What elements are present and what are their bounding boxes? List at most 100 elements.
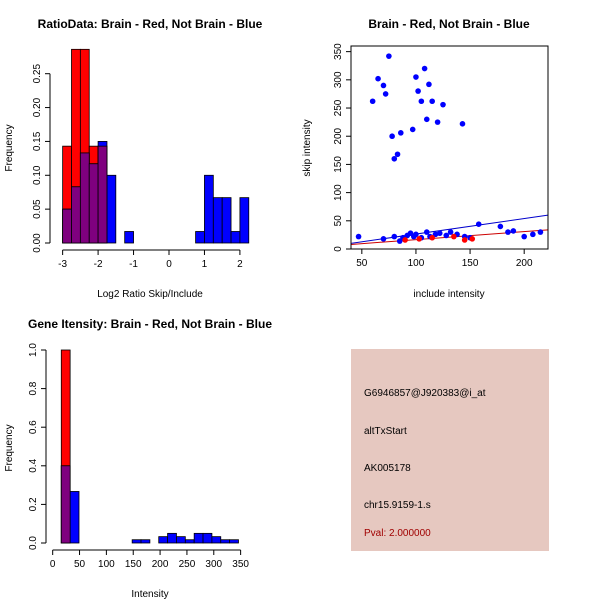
not-brain-point (497, 223, 504, 230)
not-brain-point (355, 233, 362, 240)
not-brain-point (443, 232, 450, 239)
scatter-y-tick-label: 50 (333, 215, 344, 227)
probe-id-text: G6946857@J920383@i_at (364, 388, 486, 399)
intensity-histogram-chart: Gene Itensity: Brain - Red, Not Brain - … (4, 317, 272, 600)
location-text: chr15.9159-1.s (364, 500, 431, 511)
not-brain-bar (167, 532, 177, 544)
intensity-y-tick-label: 0.0 (28, 536, 39, 550)
intensity-x-tick-label: 250 (179, 559, 196, 570)
ratio-chart-title: RatioData: Brain - Red, Not Brain - Blue (38, 17, 263, 31)
not-brain-point (423, 229, 430, 235)
intensity-bars (60, 349, 239, 544)
overlap-bar (88, 163, 99, 244)
scatter-y-tick-label: 250 (333, 99, 344, 116)
not-brain-bar (212, 197, 223, 244)
scatter-y-tick-label: 200 (333, 127, 344, 144)
ratio-x-tick-label: 1 (202, 259, 208, 270)
not-brain-point (530, 231, 536, 238)
not-brain-point (423, 116, 430, 123)
not-brain-bar (124, 231, 134, 244)
not-brain-point (421, 65, 428, 72)
not-brain-bar (193, 532, 204, 544)
not-brain-point (380, 236, 387, 242)
not-brain-point (389, 133, 395, 140)
not-brain-bar (211, 536, 222, 544)
scatter-y-tick-label: 300 (333, 71, 344, 88)
scatter-x-tick-label: 150 (462, 258, 479, 269)
not-brain-point (537, 229, 544, 235)
not-brain-point (413, 231, 419, 238)
scatter-plot-frame (350, 45, 549, 250)
not-brain-bar (131, 539, 142, 544)
not-brain-point (426, 81, 432, 88)
ratio-y-tick-label: 0.00 (32, 233, 43, 253)
ratio-x-axis: -3 -2 -1 0 1 2 (58, 249, 243, 270)
ratio-x-tick-label: -2 (94, 259, 103, 270)
intensity-x-tick-label: 200 (152, 559, 169, 570)
intensity-y-axis: 0.0 0.2 0.4 0.6 0.8 1.0 (28, 343, 47, 550)
not-brain-bar (221, 197, 232, 244)
scatter-y-axis: 0 50 100 150 200 250 300 350 (333, 43, 352, 252)
scatter-x-axis-label: include intensity (413, 289, 484, 300)
ratio-x-tick-label: 0 (166, 259, 172, 270)
not-brain-point (391, 155, 398, 162)
not-brain-point (459, 121, 466, 127)
intensity-y-tick-label: 0.2 (28, 497, 39, 511)
not-brain-bar (202, 532, 213, 544)
scatter-x-tick-label: 100 (408, 258, 425, 269)
not-brain-bar (229, 539, 239, 544)
ratio-y-axis: 0.00 0.05 0.10 0.15 0.20 0.25 (32, 64, 51, 253)
probe-info-panel: G6946857@J920383@i_at altTxStart AK00517… (351, 349, 549, 551)
ratio-x-tick-label: 2 (237, 259, 243, 270)
not-brain-point (409, 126, 416, 133)
accession-text: AK005178 (364, 463, 411, 474)
intensity-y-tick-label: 0.6 (28, 420, 39, 434)
overlap-bar (97, 145, 108, 244)
scatter-x-axis: 50 100 150 200 (356, 248, 533, 269)
scatter-x-tick-label: 50 (356, 258, 368, 269)
not-brain-bar (140, 539, 151, 544)
not-brain-bar (204, 174, 214, 244)
not-brain-point (440, 101, 446, 108)
brain-point (416, 236, 422, 242)
ratio-x-tick-label: -3 (58, 259, 67, 270)
not-brain-point (475, 221, 482, 227)
intensity-x-tick-label: 100 (98, 559, 115, 570)
brain-point (429, 234, 435, 241)
ratio-y-tick-label: 0.25 (32, 64, 43, 84)
info-panel-background (351, 349, 549, 551)
brain-point (469, 236, 476, 242)
scatter-chart-title: Brain - Red, Not Brain - Blue (368, 17, 530, 31)
not-brain-point (434, 119, 441, 125)
not-brain-point (375, 75, 381, 82)
intensity-x-tick-label: 50 (74, 559, 86, 570)
pval-text: Pval: 2.000000 (364, 528, 431, 539)
not-brain-bar (195, 231, 205, 244)
scatter-points (355, 53, 544, 244)
brain-point (402, 237, 408, 243)
not-brain-bar (184, 539, 195, 544)
not-brain-point (415, 88, 421, 94)
not-brain-fit-line (350, 214, 549, 244)
overlap-bar (62, 208, 72, 244)
scatter-y-axis-label: skip intensity (302, 119, 313, 176)
scatter-y-tick-label: 350 (333, 43, 344, 60)
not-brain-point (505, 229, 511, 235)
scatter-x-tick-label: 200 (516, 258, 533, 269)
intensity-y-axis-label: Frequency (4, 424, 15, 471)
not-brain-bar (239, 197, 250, 244)
scatter-y-tick-label: 0 (333, 246, 344, 252)
not-brain-point (521, 233, 527, 240)
ratio-x-axis-label: Log2 Ratio Skip/Include (97, 289, 203, 300)
intensity-scatter-chart: Brain - Red, Not Brain - Blue include in… (302, 17, 549, 300)
not-brain-bar (230, 231, 241, 244)
not-brain-point (436, 230, 443, 237)
ratio-histogram-chart: RatioData: Brain - Red, Not Brain - Blue… (4, 17, 263, 300)
ratio-y-tick-label: 0.20 (32, 97, 43, 117)
brain-point (461, 237, 468, 243)
not-brain-point (382, 91, 389, 97)
brain-point (451, 233, 457, 240)
not-brain-point (369, 98, 376, 105)
ratio-y-axis-label: Frequency (4, 124, 15, 171)
